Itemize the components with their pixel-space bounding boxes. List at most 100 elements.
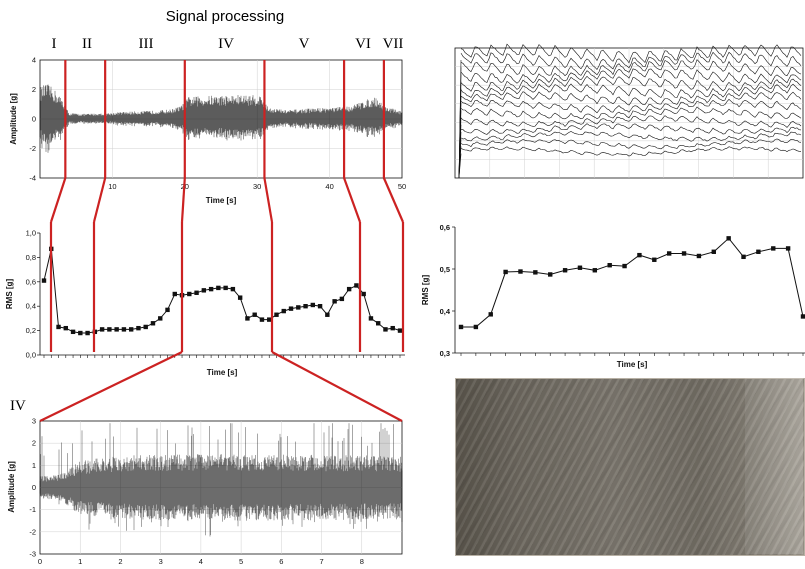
rms-time-point xyxy=(622,263,627,269)
rms-point xyxy=(63,325,68,331)
segment-connector-line xyxy=(180,177,186,223)
rms-point xyxy=(165,307,170,313)
zoom-y-tick-label: 1 xyxy=(32,461,36,470)
rms-point xyxy=(194,290,199,295)
rms-point xyxy=(332,299,337,304)
spectra-panel xyxy=(454,43,804,179)
rms-point xyxy=(354,283,359,288)
rms-y-axis-label: RMS [g] xyxy=(5,279,14,310)
rms-point xyxy=(143,324,148,330)
raw-x-axis-label: Time [s] xyxy=(206,196,237,205)
rms-segment-panel: 1,0 0,8 0,6 0,4 0,2 0,0 Time [s] RMS [g] xyxy=(5,229,405,377)
rms-time-point xyxy=(741,254,746,260)
zoom-x-tick-label: 5 xyxy=(239,557,243,566)
rms-time-point xyxy=(771,246,776,251)
rms-point xyxy=(230,286,236,292)
rms-time-point xyxy=(696,253,702,259)
rms-point xyxy=(114,327,119,332)
rms-time-point xyxy=(607,263,612,268)
rms-x-axis-label: Time [s] xyxy=(207,368,238,377)
spectrum-curve xyxy=(460,59,802,77)
spectrum-curve xyxy=(460,43,802,64)
rms-point xyxy=(303,304,308,309)
rms-time-point xyxy=(592,268,598,273)
rms-point xyxy=(187,291,192,297)
workpiece-photo-highlight xyxy=(745,378,803,554)
spectrum-curve-left-edge xyxy=(458,153,462,179)
rms-time-point xyxy=(533,270,538,275)
rms-point xyxy=(208,286,214,292)
rms-point xyxy=(288,306,294,311)
zoom-y-tick-label: -1 xyxy=(29,505,36,514)
zoom-x-tick-label: 8 xyxy=(360,557,364,566)
rms-time-y-tick-label: 0,6 xyxy=(440,223,450,232)
rms-time-point xyxy=(681,251,687,256)
spectrum-curve xyxy=(460,68,802,85)
spectra-curves xyxy=(458,43,802,179)
zoom-x-tick-label: 1 xyxy=(78,557,82,566)
rms-time-point xyxy=(577,265,583,270)
spectrum-curve xyxy=(460,106,802,120)
rms-point xyxy=(383,327,388,332)
raw-y-tick-label: 4 xyxy=(32,56,36,65)
rms-point xyxy=(259,317,265,322)
rms-time-point xyxy=(562,268,568,273)
rms-y-tick-label: 0,6 xyxy=(26,277,36,286)
rms-time-point xyxy=(637,252,642,258)
zoom-y-axis-label: Amplitude [g] xyxy=(7,461,16,513)
rms-time-x-axis-label: Time [s] xyxy=(617,360,648,369)
rms-time-point xyxy=(488,312,493,317)
spectrum-curve xyxy=(460,131,802,142)
rms-point xyxy=(339,296,345,302)
segment-connector-line xyxy=(92,177,107,223)
rms-tick-marks: 1,0 0,8 0,6 0,4 0,2 0,0 xyxy=(26,229,401,360)
spectrum-curve xyxy=(460,115,802,128)
rms-point xyxy=(216,285,221,291)
rms-time-point xyxy=(473,324,479,330)
segment-connector-line xyxy=(49,177,67,223)
raw-x-tick-label: 40 xyxy=(325,182,333,191)
rms-point xyxy=(85,330,90,336)
raw-y-tick-label: -2 xyxy=(29,144,36,153)
zoom-x-tick-label: 7 xyxy=(319,557,323,566)
spectrum-curve xyxy=(460,138,802,150)
spectrum-curve xyxy=(460,83,802,99)
rms-time-y-tick-label: 0,5 xyxy=(440,265,450,274)
zoom-y-tick-label: 2 xyxy=(32,439,36,448)
raw-y-tick-label: -4 xyxy=(29,174,36,183)
segment-label: II xyxy=(82,36,92,52)
spectrum-curve xyxy=(460,51,802,71)
segment-label: III xyxy=(139,36,154,52)
rms-time-point xyxy=(652,257,657,262)
rms-time-point xyxy=(518,269,523,274)
rms-point xyxy=(296,305,301,310)
rms-point xyxy=(325,312,330,317)
rms-point xyxy=(237,295,243,300)
zoom-x-tick-label: 3 xyxy=(159,557,163,566)
rms-point xyxy=(107,327,112,332)
rms-time-point xyxy=(548,272,553,277)
rms-time-point xyxy=(458,324,464,330)
zoom-x-tick-label: 0 xyxy=(38,557,42,566)
raw-signal-trace xyxy=(39,84,403,153)
zoom-y-tick-label: 3 xyxy=(32,417,36,426)
rms-point xyxy=(310,302,316,308)
zoom-segment-label: IV xyxy=(10,398,26,414)
segment-label: IV xyxy=(218,36,234,52)
rms-time-y-tick-label: 0,3 xyxy=(440,349,450,358)
rms-point xyxy=(317,304,323,309)
rms-point xyxy=(245,316,250,321)
rms-point xyxy=(172,291,177,297)
segment-connector-line xyxy=(343,177,362,223)
rms-time-y-axis-label: RMS [g] xyxy=(421,275,430,306)
rms-y-tick-label: 1,0 xyxy=(26,229,36,238)
rms-point xyxy=(150,321,156,326)
rms-time-point xyxy=(756,249,761,254)
rms-point xyxy=(368,316,374,321)
rms-point xyxy=(346,286,352,292)
rms-time-y-tick-label: 0,4 xyxy=(440,307,451,316)
rms-time-point xyxy=(711,249,716,254)
spectrum-curve xyxy=(460,123,802,135)
zoom-x-tick-label: 2 xyxy=(118,557,122,566)
zoom-y-tick-label: -3 xyxy=(29,550,36,559)
